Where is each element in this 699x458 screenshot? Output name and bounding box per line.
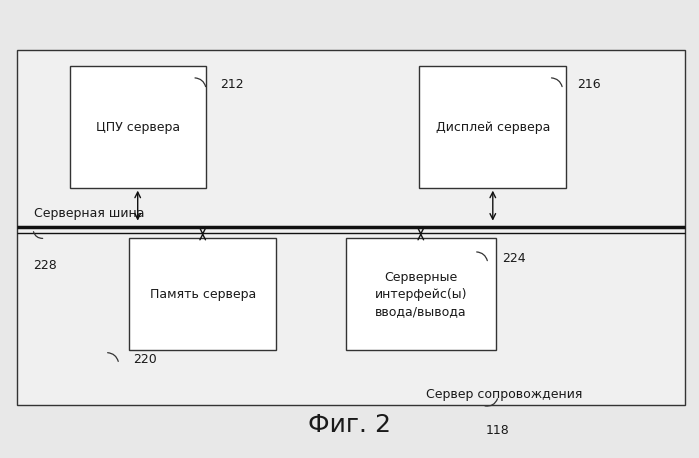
Text: 220: 220 (133, 353, 157, 366)
Text: Память сервера: Память сервера (150, 288, 256, 301)
Text: 216: 216 (577, 78, 600, 91)
Bar (346, 238, 496, 350)
Text: 118: 118 (486, 424, 510, 436)
Bar (17, 50, 685, 405)
Text: 228: 228 (33, 259, 57, 272)
Text: Фиг. 2: Фиг. 2 (308, 414, 391, 437)
Bar (70, 66, 206, 188)
Bar (419, 66, 566, 188)
Text: 224: 224 (502, 252, 526, 265)
Text: 212: 212 (220, 78, 244, 91)
Text: ЦПУ сервера: ЦПУ сервера (96, 120, 180, 134)
Text: Серверная шина: Серверная шина (34, 207, 144, 220)
Text: Сервер сопровождения: Сервер сопровождения (426, 388, 583, 401)
Text: Серверные
интерфейс(ы)
ввода/вывода: Серверные интерфейс(ы) ввода/вывода (375, 271, 468, 318)
Bar (129, 238, 276, 350)
Text: Дисплей сервера: Дисплей сервера (435, 120, 550, 134)
